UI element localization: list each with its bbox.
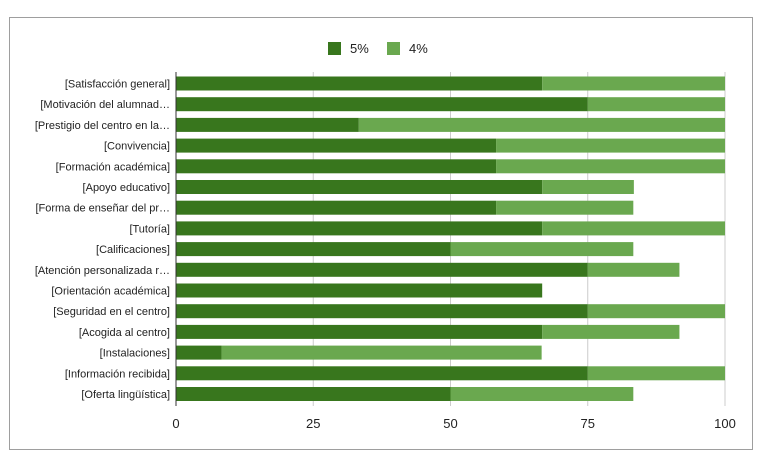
bar-segment-series-1[interactable] xyxy=(358,117,725,132)
bars xyxy=(176,76,725,401)
bar-segment-series-0[interactable] xyxy=(176,283,543,298)
legend[interactable]: 5% 4% xyxy=(328,41,428,56)
bar-segment-series-0[interactable] xyxy=(176,304,588,319)
legend-swatch xyxy=(328,42,341,55)
bar-segment-series-0[interactable] xyxy=(176,366,588,381)
bar-segment-series-0[interactable] xyxy=(176,200,497,215)
bar-segment-series-0[interactable] xyxy=(176,221,543,236)
legend-swatch xyxy=(387,42,400,55)
bar-segment-series-0[interactable] xyxy=(176,387,451,401)
category-label: [Oferta lingüística] xyxy=(81,389,170,401)
category-label: [Convivencia] xyxy=(104,141,170,153)
bar-segment-series-1[interactable] xyxy=(542,76,725,91)
bar-segment-series-1[interactable] xyxy=(587,262,680,277)
category-label: [Acogida al centro] xyxy=(79,327,170,339)
bar-segment-series-1[interactable] xyxy=(587,97,725,112)
category-label: [Tutoría] xyxy=(129,223,170,235)
legend-label: 5% xyxy=(350,41,369,56)
category-label: [Instalaciones] xyxy=(100,348,170,360)
x-tick-label: 50 xyxy=(443,416,457,431)
x-tick-label: 75 xyxy=(581,416,595,431)
bar-segment-series-0[interactable] xyxy=(176,97,588,112)
category-label: [Forma de enseñar del pr… xyxy=(35,203,170,215)
bar-segment-series-0[interactable] xyxy=(176,345,222,360)
bar-segment-series-0[interactable] xyxy=(176,242,451,257)
x-tick-label: 25 xyxy=(306,416,320,431)
bar-segment-series-0[interactable] xyxy=(176,138,497,153)
bar-segment-series-1[interactable] xyxy=(542,180,634,194)
bar-segment-series-0[interactable] xyxy=(176,324,543,339)
category-label: [Apoyo educativo] xyxy=(83,182,170,194)
bar-segment-series-1[interactable] xyxy=(450,387,634,401)
bar-segment-series-0[interactable] xyxy=(176,76,543,91)
category-label: [Satisfacción general] xyxy=(65,79,170,91)
bar-segment-series-1[interactable] xyxy=(450,242,634,257)
category-label: [Atención personalizada r… xyxy=(35,265,170,277)
category-label: [Orientación académica] xyxy=(51,286,170,298)
category-labels: [Satisfacción general] [Motivación del al… xyxy=(35,79,170,402)
bar-segment-series-1[interactable] xyxy=(542,221,725,236)
category-label: [Información recibida] xyxy=(65,368,170,380)
bar-segment-series-1[interactable] xyxy=(496,200,634,215)
bar-segment-series-1[interactable] xyxy=(542,324,680,339)
axes: 0 25 50 75 100 xyxy=(172,72,736,431)
bar-segment-series-0[interactable] xyxy=(176,117,359,132)
x-tick-label: 0 xyxy=(172,416,179,431)
bar-segment-series-1[interactable] xyxy=(587,304,725,319)
bar-segment-series-0[interactable] xyxy=(176,262,588,277)
bar-segment-series-1[interactable] xyxy=(221,345,542,360)
bar-segment-series-0[interactable] xyxy=(176,159,497,174)
bar-segment-series-1[interactable] xyxy=(496,159,725,174)
category-label: [Prestigio del centro en la… xyxy=(35,120,170,132)
x-tick-label: 100 xyxy=(714,416,736,431)
bar-segment-series-1[interactable] xyxy=(496,138,725,153)
category-label: [Calificaciones] xyxy=(96,244,170,256)
category-label: [Motivación del alumnad… xyxy=(40,99,170,111)
category-label: [Seguridad en el centro] xyxy=(53,306,170,318)
category-label: [Formación académica] xyxy=(56,161,170,173)
bar-segment-series-1[interactable] xyxy=(587,366,725,381)
legend-label: 4% xyxy=(409,41,428,56)
bar-segment-series-0[interactable] xyxy=(176,180,543,194)
